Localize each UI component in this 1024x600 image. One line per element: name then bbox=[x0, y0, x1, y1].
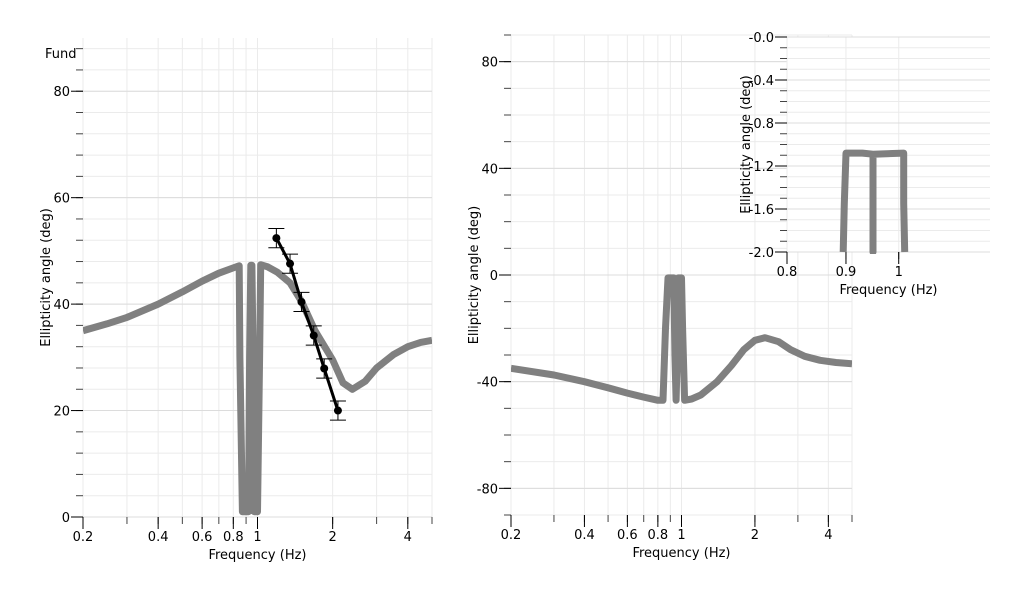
x-tick-label: 2 bbox=[329, 530, 337, 545]
x-axis-label: Frequency (Hz) bbox=[632, 546, 730, 561]
x-tick-label: 0.6 bbox=[617, 528, 638, 543]
data-line bbox=[275, 237, 340, 412]
y-tick-label: 40 bbox=[53, 298, 70, 313]
x-tick-label: 4 bbox=[404, 530, 412, 545]
y-tick-label: 80 bbox=[481, 56, 498, 71]
model-line bbox=[511, 274, 852, 404]
x-tick-label: 0.6 bbox=[192, 530, 213, 545]
chart-title: Fund bbox=[45, 47, 77, 62]
x-tick-label: 0.2 bbox=[501, 528, 522, 543]
x-tick-label: 1 bbox=[677, 528, 685, 543]
x-tick-label: 0.8 bbox=[223, 530, 244, 545]
x-tick-label: 1 bbox=[895, 265, 903, 280]
y-tick-label: -2.0 bbox=[749, 246, 774, 261]
y-tick-label: -40 bbox=[477, 376, 498, 391]
data-point bbox=[309, 331, 318, 340]
series-model bbox=[511, 274, 852, 404]
x-tick-label: 0.4 bbox=[148, 530, 169, 545]
x-axis-label: Frequency (Hz) bbox=[208, 548, 306, 563]
y-tick-label: -80 bbox=[477, 482, 498, 497]
x-axis-label: Frequency (Hz) bbox=[839, 283, 937, 298]
plot-inset: -2.0 -1.6 -1.2 -0.8 -0.4 -0.0 0.8 0.9 1 Frequency… bbox=[739, 31, 990, 298]
series-model bbox=[839, 149, 909, 254]
data-point bbox=[286, 259, 295, 268]
x-tick-label: 1 bbox=[253, 530, 261, 545]
y-tick-label: 20 bbox=[53, 405, 70, 420]
series-model bbox=[83, 261, 432, 516]
y-tick-label: -0.4 bbox=[749, 74, 774, 89]
data-point bbox=[320, 364, 329, 373]
y-axis-label: Ellipticity angle (deg) bbox=[739, 75, 754, 214]
x-tick-label: 0.2 bbox=[73, 530, 94, 545]
y-tick-label: -1.2 bbox=[749, 160, 774, 175]
y-tick-label: 40 bbox=[481, 162, 498, 177]
x-tick-label: 0.8 bbox=[777, 265, 798, 280]
y-tick-label: -0.0 bbox=[749, 31, 774, 46]
y-tick-label: 80 bbox=[53, 85, 70, 100]
data-point bbox=[297, 297, 306, 306]
x-tick-label: 0.9 bbox=[836, 265, 857, 280]
y-axis-label: Ellipticity angle (deg) bbox=[39, 208, 54, 347]
x-tick-label: 4 bbox=[824, 528, 832, 543]
y-tick-label: -1.6 bbox=[749, 203, 774, 218]
y-axis-label: Ellipticity angle (deg) bbox=[467, 206, 482, 345]
series-data bbox=[268, 228, 346, 421]
y-tick-label: 60 bbox=[53, 192, 70, 207]
plot-left: 0 20 40 60 80 0.2 0.4 0.6 0.8 1 2 4 Frequency (Hz) El… bbox=[39, 38, 433, 563]
data-point bbox=[272, 234, 281, 243]
x-tick-label: 0.4 bbox=[574, 528, 595, 543]
data-point bbox=[333, 406, 342, 415]
model-line bbox=[83, 261, 432, 516]
y-tick-label: -0.8 bbox=[749, 117, 774, 132]
x-tick-label: 0.8 bbox=[648, 528, 669, 543]
x-tick-label: 2 bbox=[751, 528, 759, 543]
y-tick-label: 0 bbox=[490, 269, 498, 284]
y-tick-label: 0 bbox=[62, 511, 70, 526]
model-line bbox=[839, 149, 909, 254]
